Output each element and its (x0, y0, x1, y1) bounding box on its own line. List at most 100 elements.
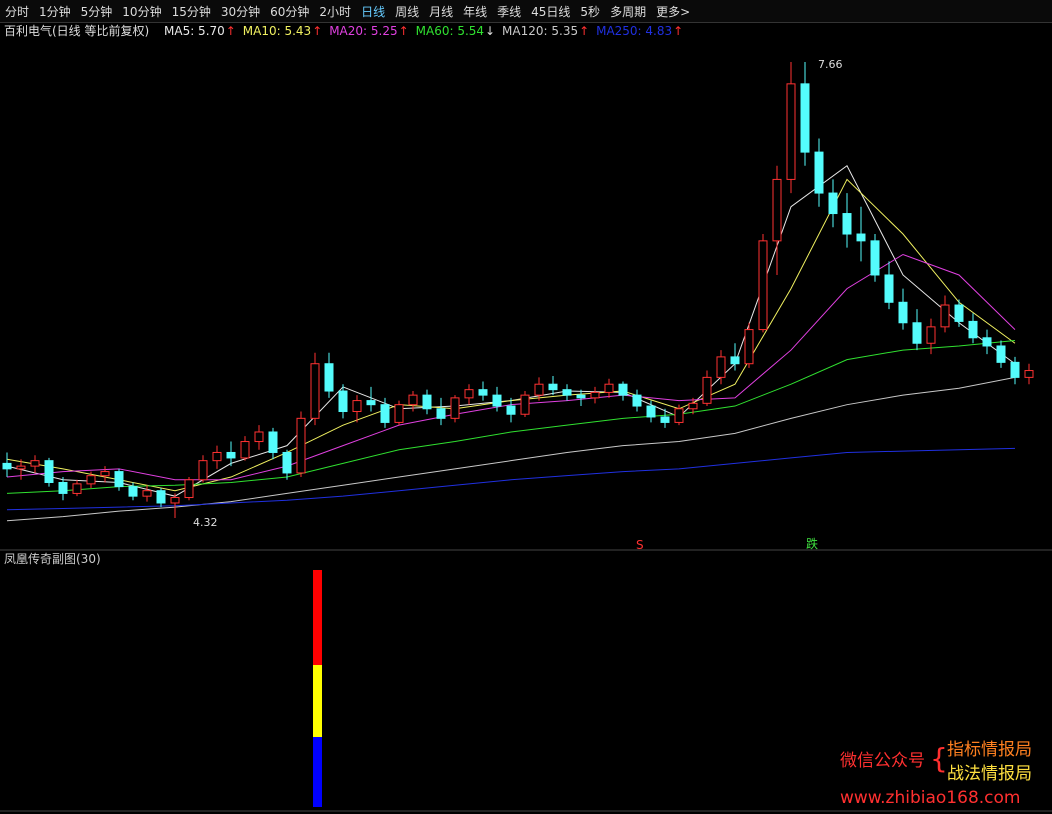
candle-body (660, 416, 670, 423)
candle-body (156, 490, 166, 504)
toolbar-item[interactable]: 年线 (463, 4, 488, 19)
candle-body (814, 151, 824, 194)
candle-body (142, 490, 152, 497)
candle-body (674, 408, 684, 423)
candle-body (170, 497, 180, 504)
candle-body (72, 483, 82, 494)
stock-title: 百利电气(日线 等比前复权) (4, 23, 149, 38)
ma-legend: MA60: 5.54 (416, 24, 484, 38)
indicator-red (313, 570, 322, 665)
sell-marker: S (636, 538, 644, 552)
watermark-name2: 战法情报局 (947, 764, 1032, 784)
ma-legend: MA20: 5.25 (329, 24, 397, 38)
candle-body (324, 363, 334, 392)
candle-body (436, 408, 446, 419)
ma-line (6, 340, 1016, 494)
candle-body (604, 383, 614, 393)
candle-body (618, 383, 628, 396)
watermark-url: www.zhibiao168.com (840, 788, 1020, 808)
watermark-brace: { (930, 742, 948, 775)
candle-body (268, 431, 278, 453)
ma-arrow: ↑ (226, 24, 236, 38)
candle-body (520, 394, 530, 415)
candle-body (968, 320, 978, 339)
toolbar-item[interactable]: 分时 (5, 4, 30, 19)
high-label: 7.66 (818, 58, 843, 71)
candle-body (1024, 370, 1034, 378)
candle-body (856, 233, 866, 242)
candle-body (884, 274, 894, 303)
toolbar-item[interactable]: 5分钟 (80, 4, 113, 19)
toolbar-item[interactable]: 10分钟 (122, 4, 162, 19)
indicator-blue (313, 737, 322, 807)
candle-body (744, 329, 754, 365)
candle-body (758, 240, 768, 331)
toolbar-item[interactable]: 周线 (395, 4, 420, 19)
candle-body (940, 304, 950, 328)
ma-line (6, 178, 1016, 492)
candle-body (422, 394, 432, 410)
toolbar-item[interactable]: 更多> (656, 4, 691, 19)
candle-body (408, 394, 418, 406)
toolbar-item[interactable]: 5秒 (580, 4, 601, 19)
ma-line (6, 253, 1016, 481)
toolbar-item[interactable]: 30分钟 (220, 4, 261, 19)
candle-body (86, 475, 96, 485)
toolbar-item[interactable]: 2小时 (319, 4, 352, 19)
toolbar-item[interactable]: 1分钟 (39, 4, 71, 19)
ma-legend: MA120: 5.35 (502, 24, 578, 38)
candle-body (226, 451, 236, 459)
candle-body (730, 356, 740, 365)
candle-body (380, 404, 390, 423)
toolbar-item[interactable]: 60分钟 (270, 4, 310, 19)
candle-body (254, 431, 264, 443)
candle-body (534, 383, 544, 396)
ma-line (6, 165, 1016, 497)
candle-body (982, 337, 992, 347)
candle-body (58, 482, 68, 494)
candle-body (576, 394, 586, 399)
sub-panel-title: 凤凰传奇副图(30) (4, 551, 101, 566)
candle-body (30, 460, 40, 467)
candle-body (898, 301, 908, 324)
candle-body (828, 192, 838, 215)
candle-body (1010, 361, 1020, 378)
candle-body (842, 213, 852, 235)
candle-body (366, 400, 376, 406)
toolbar-item[interactable]: 月线 (429, 4, 454, 19)
candle-body (352, 400, 362, 413)
candle-body (562, 389, 572, 396)
watermark-name1: 指标情报局 (947, 740, 1032, 760)
candle-body (450, 397, 460, 419)
candle-body (870, 240, 880, 276)
toolbar-item[interactable]: 15分钟 (171, 4, 211, 19)
candle-body (702, 376, 712, 404)
candle-body (954, 304, 964, 322)
toolbar-item[interactable]: 多周期 (610, 4, 647, 19)
candle-body (800, 83, 810, 153)
toolbar-item[interactable]: 季线 (497, 4, 522, 19)
candle-body (506, 405, 516, 415)
candle-body (184, 479, 194, 499)
toolbar-item[interactable]: 日线 (361, 4, 386, 19)
indicator-yellow (313, 665, 322, 737)
candle-body (716, 356, 726, 378)
toolbar-item[interactable]: 45日线 (531, 4, 571, 19)
candle-body (394, 404, 404, 423)
candle-body (212, 451, 222, 462)
candle-body (100, 471, 110, 477)
candle-body (16, 465, 26, 470)
ma-legend: MA10: 5.43 (243, 24, 311, 38)
candle-body (464, 389, 474, 399)
candle-body (632, 394, 642, 407)
ma-arrow: ↑ (312, 24, 322, 38)
candle-body (310, 363, 320, 419)
candle-body (338, 390, 348, 413)
candle-body (478, 389, 488, 396)
candle-body (548, 383, 558, 391)
toolbar: 分时 1分钟 5分钟 10分钟 15分钟 30分钟 60分钟 2小时 日线 周线 月线 年线 季线 45日… (0, 0, 1052, 23)
candle-body (688, 402, 698, 410)
watermark-wechat: 微信公众号 (840, 751, 925, 771)
candle-body (296, 417, 306, 474)
